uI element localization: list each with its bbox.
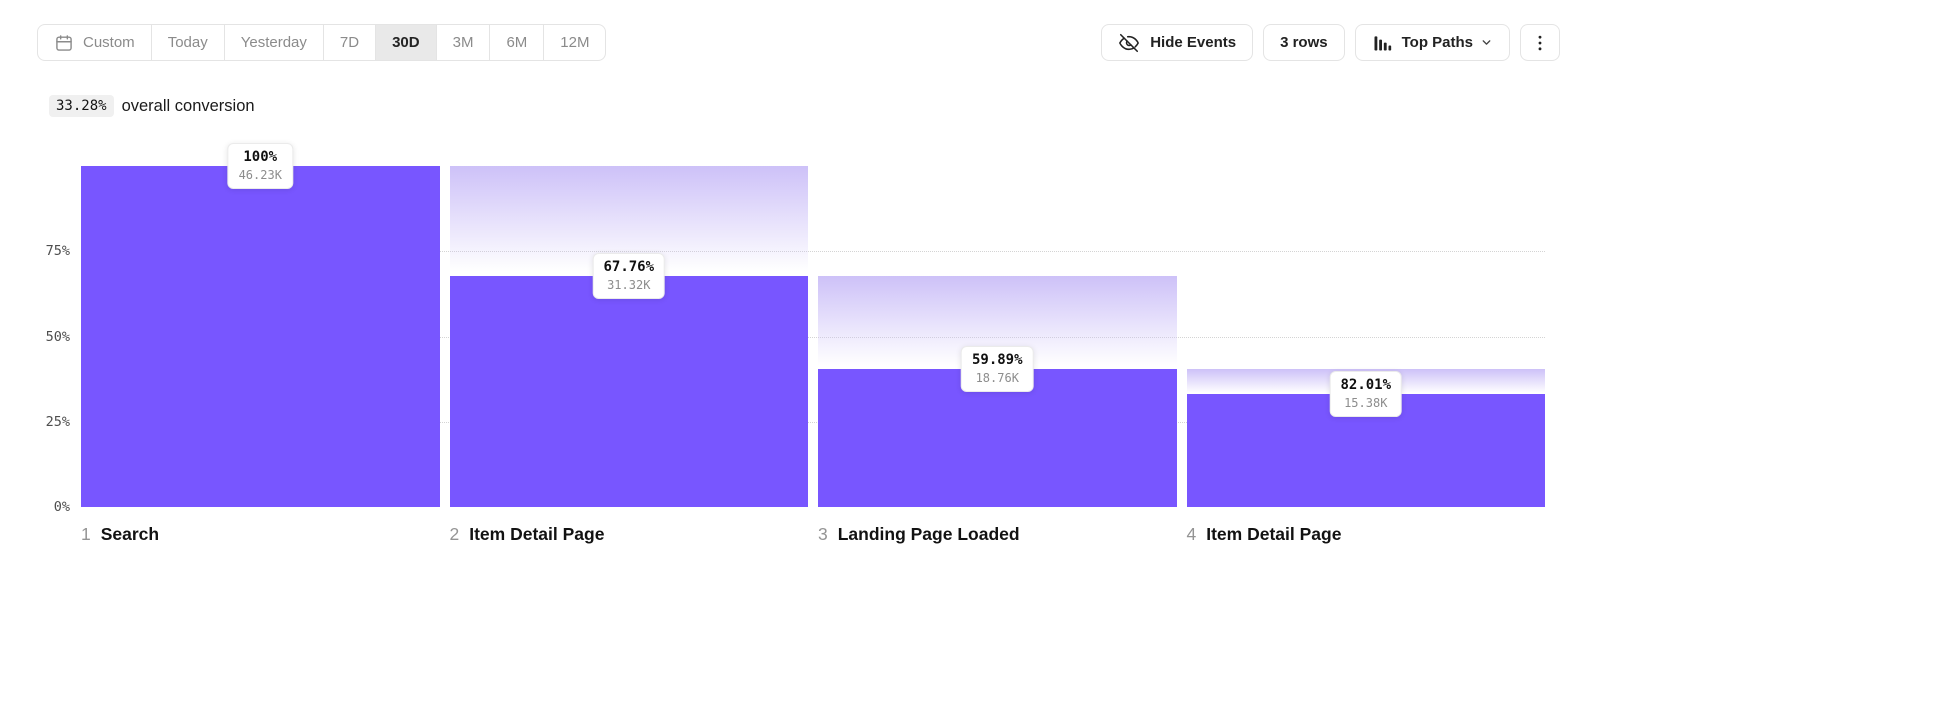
conversion-value: 33.28% [49,95,114,117]
date-range-today[interactable]: Today [150,24,225,61]
date-range-label: Today [167,34,208,51]
step-number: 1 [81,524,91,544]
step-number: 4 [1186,524,1197,544]
count-value: 46.23K [238,168,282,182]
conversion-rate-value: 67.76% [603,258,655,275]
conversion-text: overall conversion [121,96,255,115]
date-range-selector: Custom Today Yesterday 7D 30D 3M 6M 12M [37,24,607,61]
step-name: Search [100,524,160,544]
count-value: 18.76K [975,370,1019,385]
hide-events-button[interactable]: Hide Events [1101,24,1254,61]
step-name: Item Detail Page [1206,524,1342,544]
y-axis-tick: 75% [45,243,70,260]
y-axis-tick: 0% [53,499,70,515]
date-range-label: 7D [339,34,360,51]
step-label: 3 Landing Page Loaded [818,524,1020,545]
rows-label: 3 rows [1280,34,1328,51]
conversion-rate-value: 82.01% [1340,376,1392,393]
y-axis-tick: 25% [45,413,70,430]
step-name: Item Detail Page [469,524,605,544]
funnel-step-column: 82.01% 15.38K 4 Item Detail Page [1186,166,1545,544]
date-range-label: 30D [392,34,420,51]
date-range-12m[interactable]: 12M [543,24,607,61]
date-range-label: 6M [506,34,528,51]
count-value: 15.38K [1344,395,1388,410]
more-options-button[interactable] [1520,24,1560,61]
date-range-6m[interactable]: 6M [489,24,545,61]
y-axis: 75% 50% 25% 0% [0,166,70,515]
funnel-bar[interactable] [818,368,1177,507]
funnel-step-column: 67.76% 31.32K 2 Item Detail Page [449,166,808,544]
date-range-yesterday[interactable]: Yesterday [223,24,324,61]
date-range-30d[interactable]: 30D [375,24,437,61]
gridline [81,336,1545,338]
y-axis-tick: 50% [45,328,70,345]
date-range-label: Custom [83,34,135,51]
step-label: 2 Item Detail Page [450,524,605,545]
bar-value-label: 100% 46.23K [227,143,293,189]
bar-chart-icon [1372,33,1392,53]
step-label: 1 Search [81,524,159,545]
toolbar-actions: Hide Events 3 rows Top Paths [1101,24,1560,61]
conversion-rate-value: 100% [243,149,278,165]
overall-conversion: 33.28% overall conversion [49,95,255,117]
funnel-plot: 100% 46.23K 1 Search 67.76% 31.32K 2 Item Detai… [81,143,1545,544]
toolbar: Custom Today Yesterday 7D 30D 3M 6M 12M Hide Ev… [37,24,1560,61]
bar-value-label: 67.76% 31.32K [592,252,666,299]
top-paths-label: Top Paths [1401,34,1473,51]
date-range-label: Yesterday [240,34,307,51]
date-range-label: 3M [452,34,474,51]
step-label: 4 Item Detail Page [1187,524,1342,545]
gridline [81,421,1545,423]
gridline [81,251,1545,253]
date-range-custom[interactable]: Custom [37,24,152,61]
funnel-bar[interactable] [81,166,440,507]
step-name: Landing Page Loaded [837,524,1020,544]
step-number: 2 [449,524,460,544]
chevron-down-icon [1480,36,1493,49]
conversion-rate-value: 59.89% [971,351,1023,368]
funnel-step-column: 59.89% 18.76K 3 Landing Page Loaded [818,166,1177,544]
rows-button[interactable]: 3 rows [1263,24,1345,61]
hide-events-label: Hide Events [1150,34,1237,51]
funnel-bar[interactable] [449,275,808,507]
kebab-menu-icon [1530,33,1550,53]
step-number: 3 [818,524,828,544]
bar-value-label: 82.01% 15.38K [1329,370,1403,417]
funnel-step-column: 100% 46.23K 1 Search [81,143,440,544]
date-range-7d[interactable]: 7D [322,24,377,61]
eye-off-icon [1118,32,1140,54]
date-range-3m[interactable]: 3M [435,24,491,61]
calendar-icon [54,33,74,53]
count-value: 31.32K [607,277,651,292]
date-range-label: 12M [560,34,590,51]
bar-value-label: 59.89% 18.76K [960,345,1034,392]
top-paths-button[interactable]: Top Paths [1354,24,1510,61]
